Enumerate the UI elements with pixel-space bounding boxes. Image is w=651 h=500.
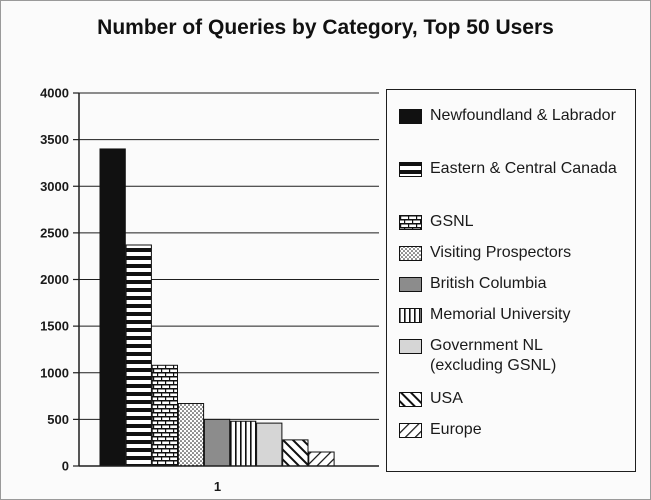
legend-item: Memorial University <box>399 305 631 336</box>
legend-item: GSNL <box>399 212 631 243</box>
legend-swatch <box>399 162 422 177</box>
y-tick-label: 3500 <box>40 132 69 147</box>
legend-label: USA <box>430 390 463 407</box>
legend-swatch <box>399 215 422 230</box>
bar <box>308 451 335 467</box>
legend-swatch <box>399 109 422 124</box>
y-tick-label: 1000 <box>40 365 69 380</box>
legend-item: Visiting Prospectors <box>399 243 631 274</box>
legend-label: Europe <box>430 421 482 438</box>
y-tick-label: 2500 <box>40 225 69 240</box>
y-tick-label: 1500 <box>40 319 69 334</box>
legend-label: Memorial University <box>430 306 571 323</box>
y-tick-label: 500 <box>47 412 69 427</box>
y-tick-label: 4000 <box>40 86 69 101</box>
legend-swatch <box>399 246 422 261</box>
legend-item: Government NL (excluding GSNL) <box>399 336 631 389</box>
chart-title: Number of Queries by Category, Top 50 Us… <box>97 16 554 39</box>
bar <box>125 244 152 467</box>
bar <box>282 439 309 467</box>
legend-label: GSNL <box>430 213 474 230</box>
legend-swatch <box>399 308 422 323</box>
legend-swatch <box>399 277 422 292</box>
legend-label: British Columbia <box>430 275 547 292</box>
y-tick-label: 2000 <box>40 272 69 287</box>
bar <box>230 420 257 467</box>
legend-item: British Columbia <box>399 274 631 305</box>
legend-swatch <box>399 339 422 354</box>
bar <box>256 422 283 467</box>
legend-label: Eastern & Central Canada <box>430 160 617 177</box>
legend-item: Newfoundland & Labrador <box>399 106 631 159</box>
legend-label: Visiting Prospectors <box>430 244 572 261</box>
legend-swatch <box>399 423 422 438</box>
y-tick-label: 3000 <box>40 179 69 194</box>
bar <box>99 148 126 467</box>
bar <box>177 403 205 467</box>
legend-item: Eastern & Central Canada <box>399 159 631 212</box>
legend-swatch <box>399 392 422 407</box>
bar <box>151 364 178 467</box>
bar <box>203 418 231 467</box>
legend: Newfoundland & Labrador Eastern & Central… <box>386 89 636 472</box>
legend-item: Europe <box>399 420 631 451</box>
x-tick-label: 1 <box>214 479 221 494</box>
legend-label: Newfoundland & Labrador <box>430 107 616 124</box>
legend-label: Government NL (excluding GSNL) <box>430 337 557 374</box>
legend-item: USA <box>399 389 631 420</box>
y-tick-label: 0 <box>62 459 69 474</box>
